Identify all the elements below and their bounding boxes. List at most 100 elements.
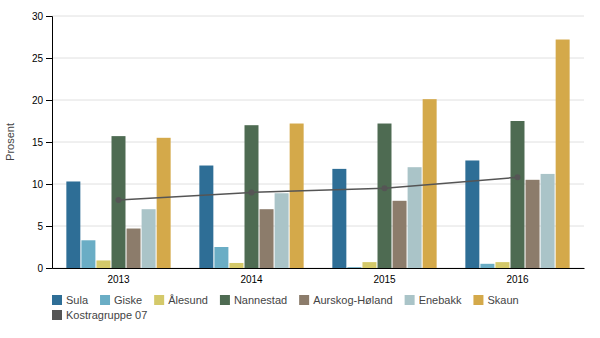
y-tick-label: 25 [32,53,44,64]
y-tick-label: 15 [32,137,44,148]
bar [347,267,361,268]
y-axis-title: Prosent [4,123,16,161]
legend-item: Enebakk [405,294,462,306]
y-tick: 25 [32,53,52,64]
bar-series [66,160,479,268]
bar-series [127,180,540,268]
legend-label: Aurskog-Høland [313,294,392,306]
grid-line [52,184,584,185]
x-tick-label: 2013 [107,274,130,285]
y-tick-label: 20 [32,95,44,106]
y-tick-mark [46,16,52,17]
bar [480,264,494,268]
legend-item: Nannestad [220,294,287,306]
x-tick: 2014 [240,268,263,285]
bar [214,247,228,268]
y-tick-mark [46,58,52,59]
x-tick: 2016 [506,268,529,285]
legend-label: Ålesund [168,294,208,306]
y-tick: 20 [32,95,52,106]
x-tick-label: 2015 [373,274,396,285]
legend-swatch [52,295,62,305]
y-tick-mark [46,184,52,185]
y-tick-mark [46,268,52,269]
y-tick-label: 10 [32,179,44,190]
y-axis: 0 5 10 15 20 25 30 [32,11,53,274]
bar [495,262,509,268]
marks [66,40,569,268]
plot: 0 5 10 15 20 25 30 2013 2014 2015 2016 [32,11,585,285]
bar [378,124,392,268]
bar [332,169,346,268]
bar [511,121,525,268]
bar [465,160,479,268]
grid-line [52,100,584,101]
x-axis: 2013 2014 2015 2016 [53,268,585,285]
y-tick-label: 5 [37,221,43,232]
bar [229,263,243,268]
bar [260,209,274,268]
x-tick: 2015 [373,268,396,285]
legend-swatch [220,295,230,305]
line-marker [515,174,521,180]
y-tick-label: 30 [32,11,44,22]
line-marker [382,185,388,191]
legend-label: Kostragruppe 07 [66,309,147,321]
y-tick: 0 [37,263,52,274]
grid [52,16,584,268]
legend-item: Ålesund [154,294,208,306]
legend-label: Giske [114,294,142,306]
bar-series [142,167,555,268]
x-tick: 2013 [107,268,130,285]
bar [408,167,422,268]
bar [526,180,540,268]
legend-swatch [473,295,483,305]
chart: Sula Giske Ålesund Nannestad Aurskog-Høland E… [0,0,600,338]
legend-label: Nannestad [234,294,287,306]
bar [66,181,80,268]
y-tick-mark [46,226,52,227]
legend-item: Skaun [473,294,518,306]
y-tick-mark [46,100,52,101]
legend-swatch [405,295,415,305]
legend-swatch [52,310,62,320]
bar [362,262,376,268]
legend-label: Skaun [487,294,518,306]
bar [393,201,407,268]
legend-label: Sula [66,294,89,306]
y-tick-mark [46,142,52,143]
grid-line [52,58,584,59]
legend: Sula Giske Ålesund Nannestad Aurskog-Høland E… [52,294,519,321]
legend-item: Giske [100,294,142,306]
y-tick: 10 [32,179,52,190]
bar-series [157,40,570,268]
bar [157,138,171,268]
legend-item: Kostragruppe 07 [52,309,147,321]
y-tick: 30 [32,11,52,22]
legend-swatch [154,295,164,305]
line-marker [116,197,122,203]
bar [541,174,555,268]
grid-line [52,142,584,143]
bar [245,125,259,268]
y-tick: 5 [37,221,52,232]
bar [96,260,110,268]
x-axis-line [53,268,585,269]
y-tick-label: 0 [37,263,43,274]
legend-label: Enebakk [419,294,462,306]
line [119,177,518,200]
bar [112,136,126,268]
bar [199,166,213,268]
bar [275,193,289,268]
legend-swatch [299,295,309,305]
legend-swatch [100,295,110,305]
grid-line [52,16,584,17]
y-tick: 15 [32,137,52,148]
bar [290,124,304,268]
bar [142,209,156,268]
line-marker [249,189,255,195]
bar [81,240,95,268]
x-tick-label: 2016 [506,274,529,285]
x-tick-label: 2014 [240,274,263,285]
grid-line [52,226,584,227]
